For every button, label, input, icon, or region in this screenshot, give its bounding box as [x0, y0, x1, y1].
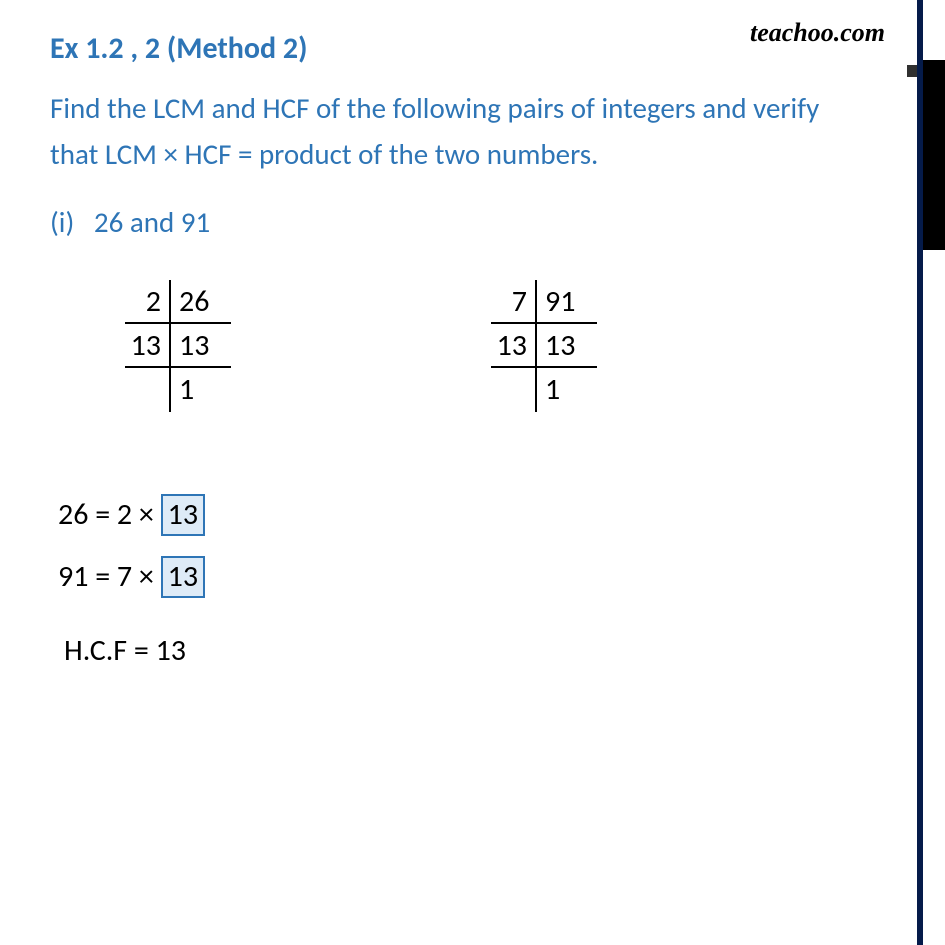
- table-row: 1: [125, 368, 231, 412]
- subpart-heading: (i) 26 and 91: [50, 204, 905, 240]
- table-row: 2 26: [125, 280, 231, 324]
- divisor-cell: 13: [125, 324, 171, 368]
- table-row: 13 13: [125, 324, 231, 368]
- prime-factorizations: 26 = 2 × 13 91 = 7 × 13: [58, 492, 905, 600]
- table-row: 1: [491, 368, 597, 412]
- common-factor-box: 13: [161, 556, 205, 598]
- table-row: 13 13: [491, 324, 597, 368]
- value-cell: 1: [537, 368, 597, 412]
- page-container: teachoo.com Ex 1.2 , 2 (Method 2) Find t…: [0, 0, 945, 945]
- divisor-cell: [491, 368, 537, 412]
- factorization-text: 91 = 7 ×: [58, 558, 154, 595]
- subpart-numbers: 26 and 91: [94, 204, 210, 240]
- value-cell: 26: [171, 280, 231, 324]
- factor-table-91: 7 91 13 13 1: [491, 280, 597, 412]
- value-cell: 13: [171, 324, 231, 368]
- page-right-border: [917, 0, 923, 945]
- factorization-91: 91 = 7 × 13: [58, 554, 905, 600]
- value-cell: 1: [171, 368, 231, 412]
- factorization-text: 26 = 2 ×: [58, 496, 154, 533]
- factorization-tables: 2 26 13 13 1 7 91 13 13 1: [125, 280, 905, 412]
- common-factor-box: 13: [161, 494, 205, 536]
- table-row: 7 91: [491, 280, 597, 324]
- hcf-result: H.C.F = 13: [64, 632, 905, 669]
- factor-table-26: 2 26 13 13 1: [125, 280, 231, 412]
- subpart-label: (i): [50, 204, 74, 240]
- divisor-cell: [125, 368, 171, 412]
- value-cell: 13: [537, 324, 597, 368]
- divisor-cell: 2: [125, 280, 171, 324]
- question-text: Find the LCM and HCF of the following pa…: [50, 85, 850, 178]
- divisor-cell: 7: [491, 280, 537, 324]
- value-cell: 91: [537, 280, 597, 324]
- factorization-26: 26 = 2 × 13: [58, 492, 905, 538]
- brand-watermark: teachoo.com: [750, 18, 885, 48]
- divisor-cell: 13: [491, 324, 537, 368]
